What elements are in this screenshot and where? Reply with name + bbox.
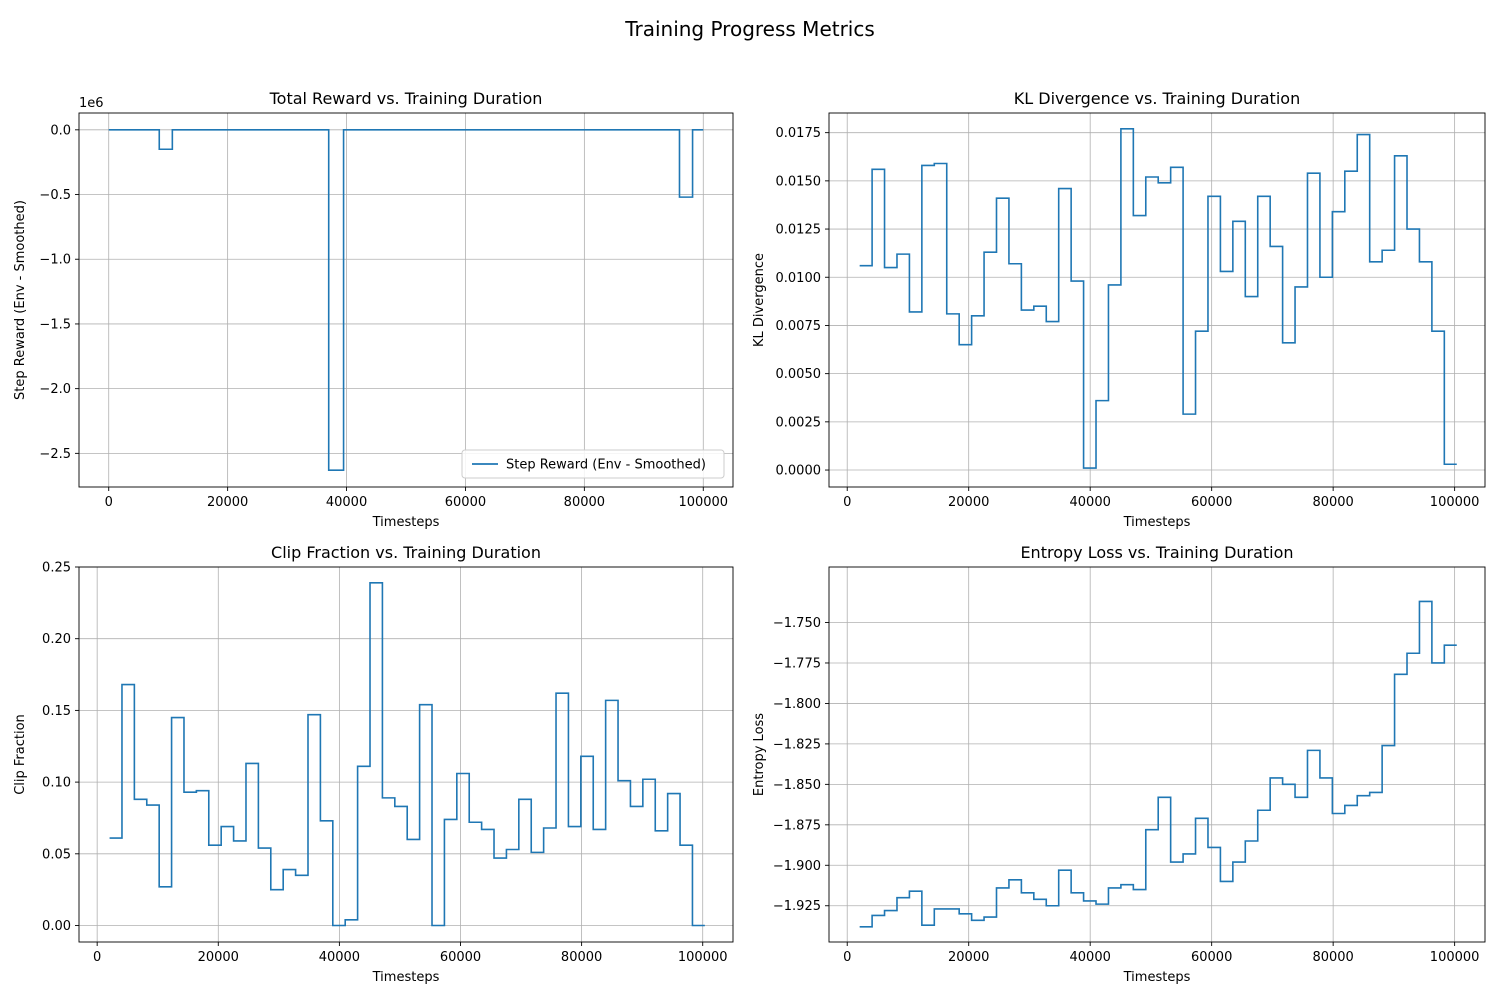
kl-divergence-x-tick-label: 0 — [843, 495, 851, 510]
kl-divergence-y-tick-label: 0.0050 — [776, 367, 822, 382]
chart-total-reward: 0 20000 40000 60000 80000 100000 0.0 −0.5 −1.0 −1… — [13, 89, 734, 530]
total-reward-x-tick-label: 80000 — [564, 495, 605, 510]
clip-fraction-axes-frame — [78, 566, 734, 943]
entropy-loss-axes-frame — [828, 566, 1486, 943]
total-reward-y-tick-label: −1.0 — [39, 253, 71, 268]
entropy-loss-y-tick-label: −1.875 — [773, 818, 821, 833]
clip-fraction-series-line — [109, 581, 705, 927]
kl-divergence-y-tick-label: 0.0000 — [776, 464, 822, 479]
kl-divergence-y-tick-label: 0.0150 — [776, 174, 822, 189]
kl-divergence-y-tick-label: 0.0100 — [776, 271, 822, 286]
total-reward-x-tick-label: 100000 — [678, 495, 728, 510]
total-reward-x-tick-label: 0 — [105, 495, 113, 510]
entropy-loss-x-axis-label: Timesteps — [1123, 970, 1191, 985]
entropy-loss-x-tick-label: 60000 — [1191, 950, 1232, 965]
kl-divergence-y-tick-label: 0.0125 — [776, 223, 822, 238]
kl-divergence-y-tick-label: 0.0175 — [776, 126, 822, 141]
total-reward-x-tick-label: 20000 — [207, 495, 248, 510]
entropy-loss-y-tick-label: −1.750 — [773, 616, 821, 631]
clip-fraction-x-tick-label: 80000 — [561, 950, 602, 965]
clip-fraction-x-tick-label: 100000 — [678, 950, 728, 965]
clip-fraction-y-tick-label: 0.05 — [42, 847, 71, 862]
chart-clip-fraction: 0 20000 40000 60000 80000 100000 0.00 0.05 0.10 0… — [13, 543, 734, 985]
clip-fraction-x-tick-label: 20000 — [198, 950, 239, 965]
kl-divergence-y-tick-label: 0.0025 — [776, 415, 822, 430]
total-reward-offset-text: 1e6 — [79, 96, 104, 111]
entropy-loss-y-tick-label: −1.825 — [773, 737, 821, 752]
clip-fraction-y-tick-label: 0.25 — [42, 561, 71, 576]
kl-divergence-x-tick-label: 60000 — [1191, 495, 1232, 510]
total-reward-x-tick-label: 40000 — [326, 495, 367, 510]
kl-divergence-y-tick-label: 0.0075 — [776, 319, 822, 334]
entropy-loss-y-tick-label: −1.925 — [773, 899, 821, 914]
entropy-loss-title: Entropy Loss vs. Training Duration — [1020, 543, 1293, 562]
kl-divergence-axes-frame — [828, 112, 1486, 488]
entropy-loss-x-tick-label: 80000 — [1312, 950, 1353, 965]
kl-divergence-x-tick-label: 80000 — [1312, 495, 1353, 510]
chart-entropy-loss: 0 20000 40000 60000 80000 100000 −1.925 −1.900 −… — [752, 543, 1486, 985]
clip-fraction-y-tick-label: 0.10 — [42, 776, 71, 791]
total-reward-axes-frame — [78, 112, 734, 488]
kl-divergence-x-tick-label: 40000 — [1070, 495, 1111, 510]
total-reward-legend-box — [461, 449, 725, 479]
entropy-loss-x-tick-label: 20000 — [948, 950, 989, 965]
kl-divergence-y-axis-label: KL Divergence — [752, 253, 767, 347]
entropy-loss-y-tick-label: −1.900 — [773, 859, 821, 874]
entropy-loss-y-tick-label: −1.850 — [773, 778, 821, 793]
total-reward-title: Total Reward vs. Training Duration — [269, 89, 543, 108]
chart-kl-divergence: 0 20000 40000 60000 80000 100000 0.0000 0.0025 0… — [752, 89, 1486, 530]
kl-divergence-x-tick-label: 100000 — [1430, 495, 1480, 510]
clip-fraction-y-tick-label: 0.00 — [42, 919, 71, 934]
total-reward-y-axis-label: Step Reward (Env - Smoothed) — [13, 200, 28, 400]
clip-fraction-y-tick-label: 0.20 — [42, 632, 71, 647]
kl-divergence-x-axis-label: Timesteps — [1123, 515, 1191, 530]
figure-title: Training Progress Metrics — [624, 17, 875, 41]
entropy-loss-x-tick-label: 100000 — [1430, 950, 1480, 965]
total-reward-series-line — [108, 129, 704, 471]
clip-fraction-x-tick-label: 0 — [93, 950, 101, 965]
total-reward-legend-label: Step Reward (Env - Smoothed) — [506, 458, 706, 473]
kl-divergence-series-line — [859, 128, 1457, 469]
clip-fraction-x-tick-label: 60000 — [440, 950, 481, 965]
total-reward-y-tick-label: −2.0 — [39, 382, 71, 397]
total-reward-y-tick-label: −2.5 — [39, 447, 71, 462]
clip-fraction-x-axis-label: Timesteps — [372, 970, 440, 985]
entropy-loss-y-axis-label: Entropy Loss — [752, 713, 767, 796]
total-reward-y-tick-label: −0.5 — [39, 188, 71, 203]
entropy-loss-series-line — [859, 600, 1457, 928]
clip-fraction-title: Clip Fraction vs. Training Duration — [271, 543, 541, 562]
kl-divergence-title: KL Divergence vs. Training Duration — [1014, 89, 1300, 108]
clip-fraction-x-tick-label: 40000 — [319, 950, 360, 965]
entropy-loss-x-tick-label: 40000 — [1070, 950, 1111, 965]
kl-divergence-x-tick-label: 20000 — [948, 495, 989, 510]
entropy-loss-y-tick-label: −1.800 — [773, 697, 821, 712]
entropy-loss-y-tick-label: −1.775 — [773, 656, 821, 671]
total-reward-x-axis-label: Timesteps — [372, 515, 440, 530]
clip-fraction-y-axis-label: Clip Fraction — [13, 714, 28, 795]
clip-fraction-y-tick-label: 0.15 — [42, 704, 71, 719]
entropy-loss-x-tick-label: 0 — [843, 950, 851, 965]
total-reward-y-tick-label: 0.0 — [50, 123, 71, 138]
total-reward-y-tick-label: −1.5 — [39, 317, 71, 332]
total-reward-x-tick-label: 60000 — [445, 495, 486, 510]
